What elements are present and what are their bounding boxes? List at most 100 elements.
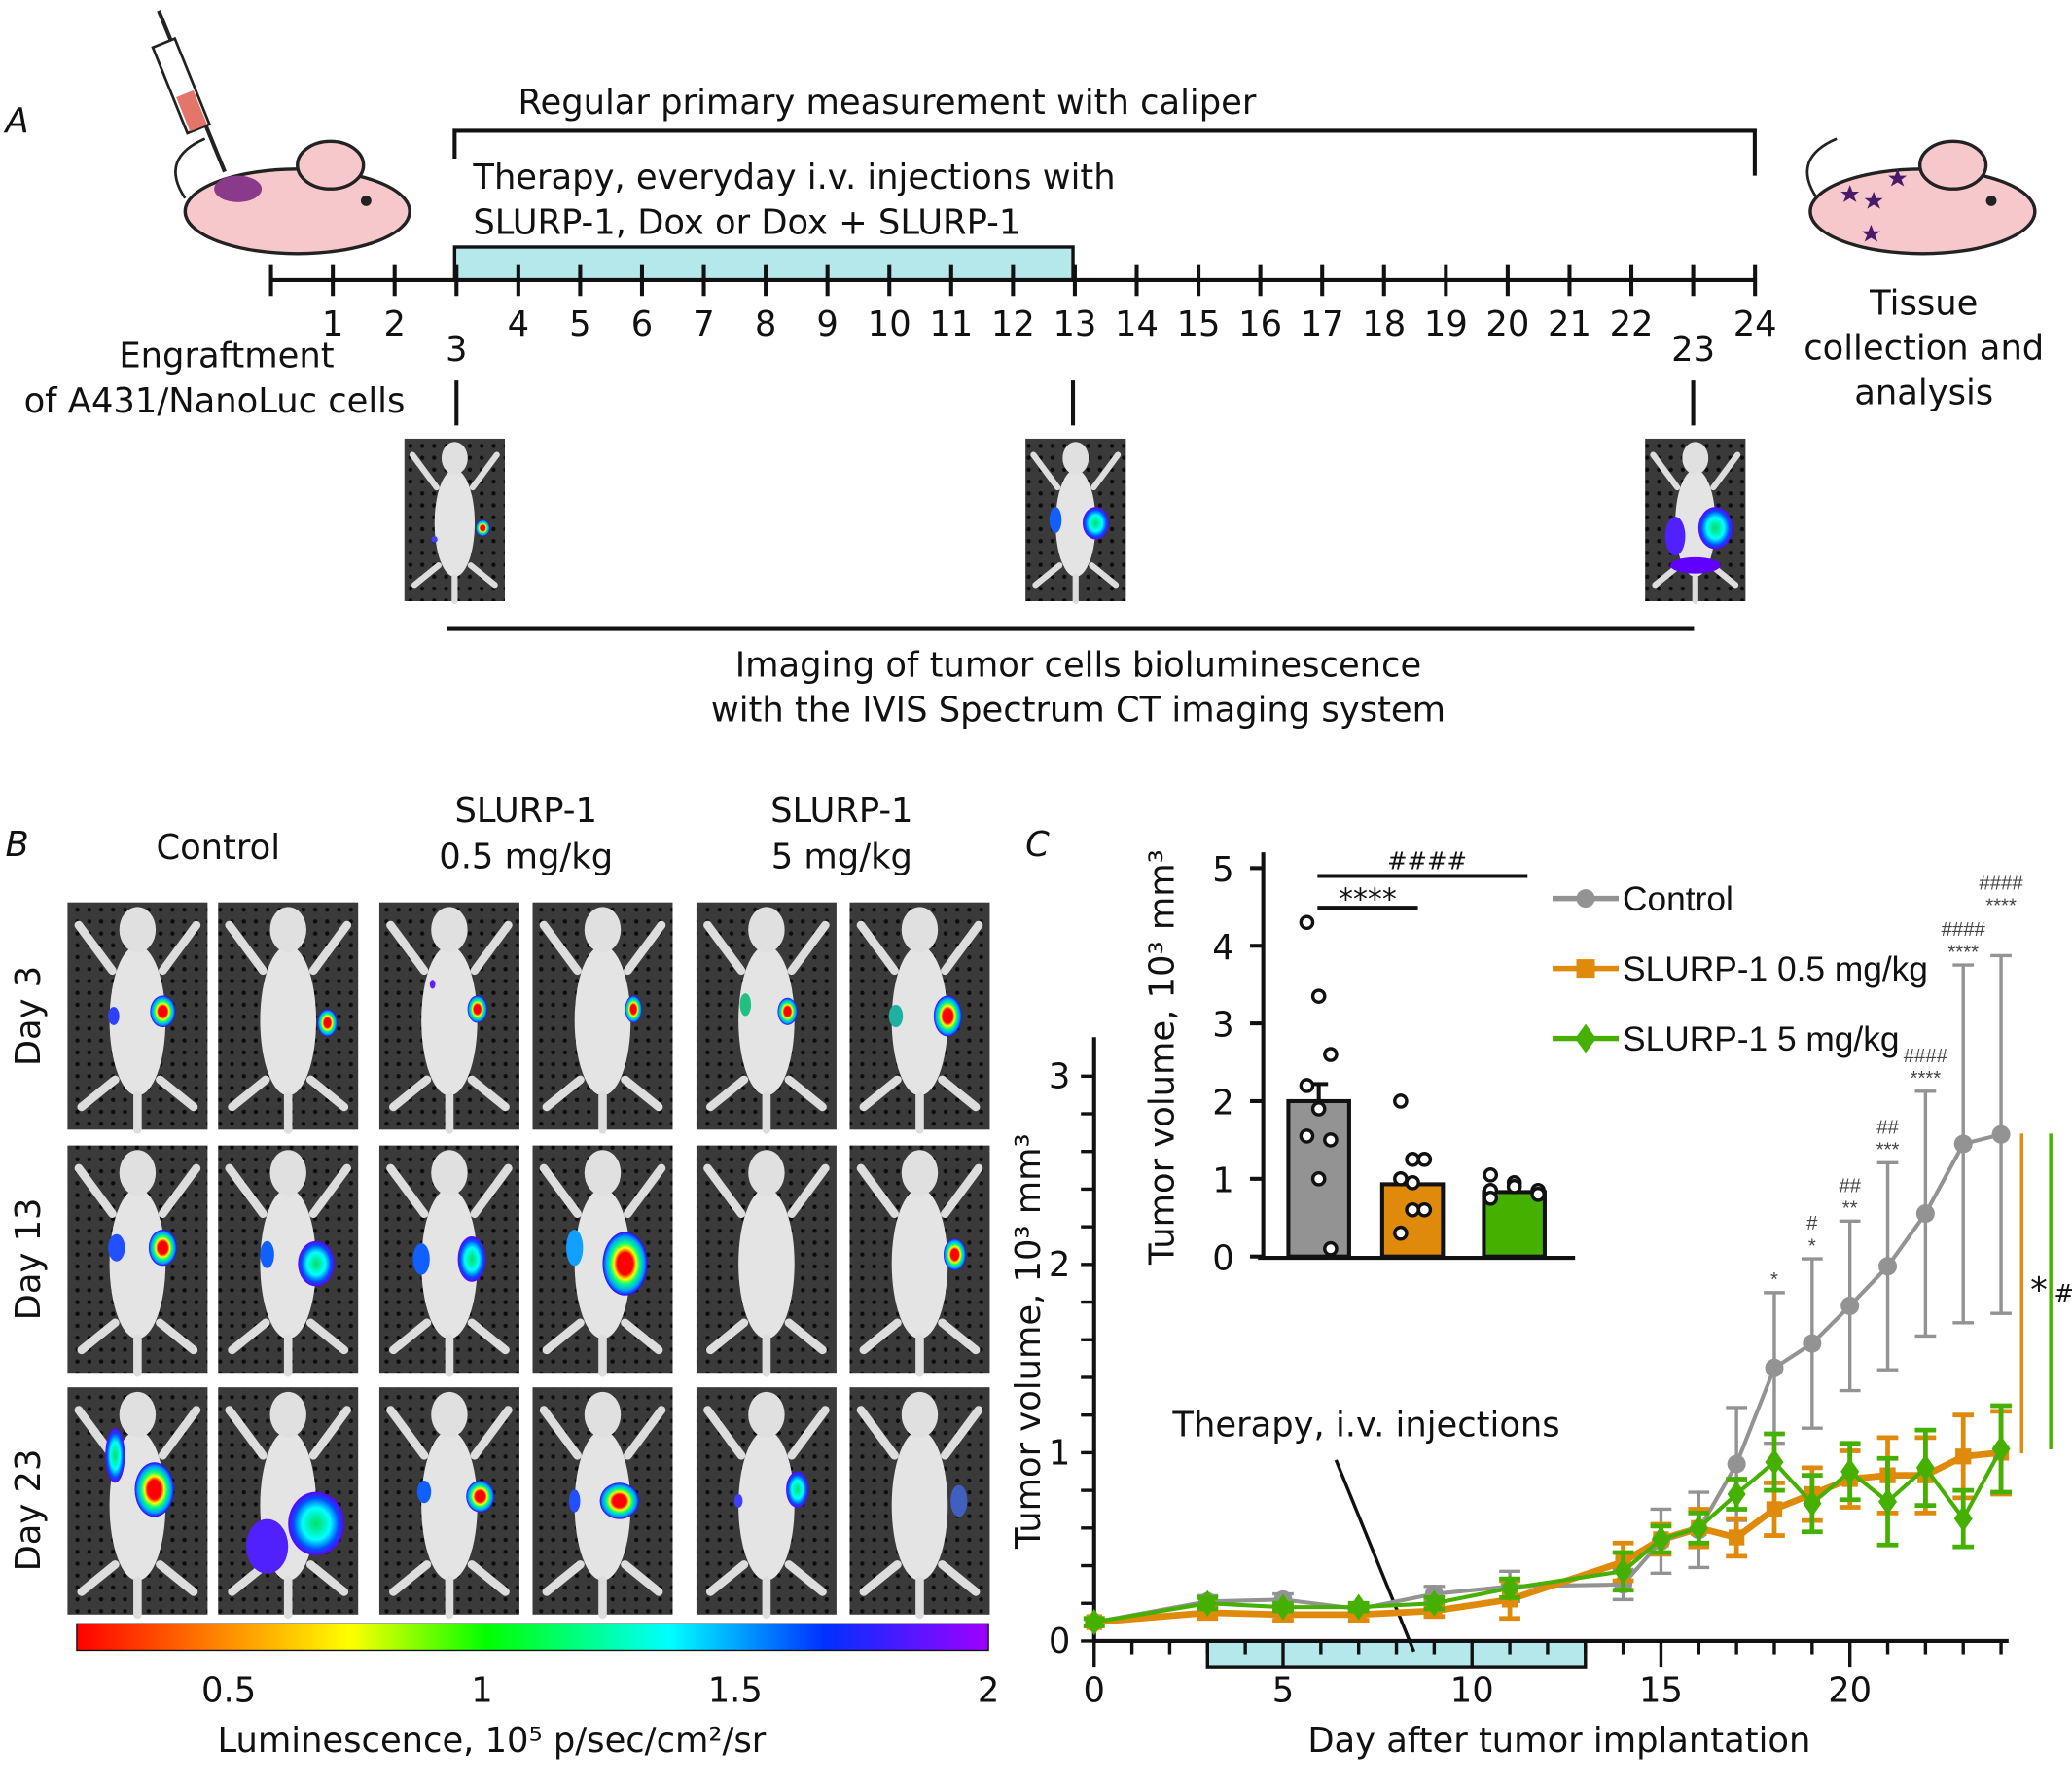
- luminescence-signal: [568, 1489, 581, 1513]
- luminescence-signal: [317, 1009, 338, 1037]
- luminescence-signal: [260, 1240, 274, 1268]
- panel-label-b: B: [6, 825, 29, 865]
- mouse-bioluminescence-image: [696, 1387, 837, 1620]
- mouse-limbs: [856, 1406, 983, 1620]
- engraftment-text-2: of A431/NanoLuc cells: [24, 381, 406, 421]
- timeline-day-label: 22: [1610, 304, 1654, 344]
- mouse-limbs: [703, 1163, 830, 1377]
- column-header-slurp05-1: SLURP-1: [455, 791, 597, 831]
- timeline-day-label: 11: [929, 304, 973, 344]
- orange-significance-mark: *: [2030, 1270, 2048, 1310]
- mouse-head: [119, 1391, 157, 1438]
- legend-label: SLURP-1 5 mg/kg: [1623, 1020, 1899, 1058]
- data-point: [1424, 1589, 1444, 1617]
- mouse-bioluminescence-image: [1645, 438, 1746, 605]
- luminescence-signal: [1669, 556, 1721, 574]
- mouse-head: [119, 907, 157, 953]
- individual-point: [1405, 1201, 1420, 1218]
- series-line: [1093, 1132, 2002, 1624]
- mouse-body: [1675, 469, 1716, 577]
- mouse-head: [901, 1150, 939, 1196]
- mouse-head: [269, 907, 306, 953]
- caliper-bracket: [452, 128, 1757, 176]
- luminescence-colorbar: [76, 1623, 989, 1652]
- mouse-bioluminescence-image: [1025, 438, 1126, 605]
- engraftment-text-1: Engraftment: [119, 337, 334, 376]
- significance-label-group: *: [1770, 1269, 1778, 1291]
- mouse-body: [109, 946, 166, 1096]
- timeline-day-label: 6: [631, 304, 653, 344]
- timeline-day-label: 3: [446, 330, 467, 370]
- mouse-limbs: [1030, 451, 1122, 605]
- inset-y-tick-label: 2: [1212, 1084, 1233, 1124]
- data-point: [1728, 1529, 1745, 1546]
- bracket-label: ####: [1387, 847, 1467, 875]
- therapy-text-1: Therapy, everyday i.v. injections with: [472, 158, 1115, 197]
- data-point: [1840, 1296, 1860, 1315]
- luminescence-signal: [431, 536, 438, 543]
- imaging-text-2: with the IVIS Spectrum CT imaging system: [711, 691, 1446, 731]
- luminescence-signal: [298, 1240, 335, 1287]
- individual-point: [1483, 1190, 1499, 1206]
- individual-point: [1299, 1128, 1315, 1144]
- x-tick-label: 20: [1828, 1670, 1872, 1710]
- individual-point: [1530, 1186, 1546, 1202]
- mouse-body: [891, 1188, 948, 1339]
- mouse-limbs: [539, 920, 666, 1134]
- legend-label: Control: [1623, 880, 1733, 918]
- mouse-limbs: [74, 1406, 201, 1620]
- data-point: [1085, 1609, 1104, 1636]
- individual-point: [1416, 1152, 1433, 1167]
- mouse-bioluminescence-image: [404, 438, 505, 605]
- data-point: [1803, 1490, 1822, 1517]
- mouse-head: [441, 442, 468, 475]
- therapy-annotation: Therapy, i.v. injections: [1171, 1405, 1559, 1445]
- mouse-body: [738, 1430, 795, 1581]
- inset-y-tick-label: 3: [1212, 1006, 1233, 1046]
- x-tick-label: 10: [1450, 1670, 1494, 1710]
- caliper-text: Regular primary measurement with caliper: [518, 83, 1257, 123]
- individual-point: [1393, 1093, 1409, 1109]
- series-diamond: [1083, 1403, 2012, 1636]
- data-point: [1689, 1515, 1708, 1542]
- individual-point: [1299, 914, 1315, 931]
- mouse-limbs: [386, 920, 513, 1134]
- significance-label-group: *#: [1806, 1213, 1818, 1257]
- mouse-bioluminescence-image: [218, 1387, 359, 1620]
- significance-label-group: ****####: [1979, 873, 2023, 916]
- timeline-day-label: 8: [755, 304, 776, 344]
- mouse-head: [901, 907, 939, 953]
- luminescence-signal: [148, 1230, 177, 1267]
- mouse-bioluminescence-image: [378, 1387, 519, 1620]
- mouse-head: [584, 1150, 622, 1196]
- legend-label: SLURP-1 0.5 mg/kg: [1623, 950, 1928, 988]
- luminescence-signal: [625, 995, 642, 1023]
- luminescence-signal: [246, 1518, 289, 1574]
- annotation-pointer: [1334, 1459, 1416, 1653]
- mouse-body: [434, 469, 476, 577]
- luminescence-signal: [602, 1232, 648, 1296]
- data-point: [1349, 1593, 1369, 1621]
- mouse-injection-icon: [174, 137, 411, 256]
- tissue-text-1: Tissue: [1869, 283, 1978, 323]
- timeline-day-label: 4: [508, 304, 529, 344]
- individual-point: [1416, 1201, 1433, 1218]
- y-tick-label: 3: [1049, 1057, 1070, 1097]
- mouse-bioluminescence-image: [696, 902, 837, 1134]
- luminescence-signal: [416, 1480, 432, 1504]
- mouse-body: [574, 946, 631, 1096]
- colorbar-tick-label: 1.5: [708, 1670, 763, 1710]
- data-point: [1766, 1501, 1783, 1517]
- data-point: [1500, 1575, 1519, 1602]
- mouse-limbs: [74, 920, 201, 1134]
- mouse-body: [738, 1188, 795, 1339]
- luminescence-signal: [733, 1493, 743, 1508]
- individual-point: [1299, 1078, 1315, 1093]
- mouse-limbs: [856, 920, 983, 1134]
- data-point: [1765, 1448, 1784, 1476]
- data-point: [1955, 1448, 1972, 1465]
- legend-marker: [1576, 959, 1595, 979]
- mouse-bioluminescence-image: [67, 902, 208, 1134]
- mouse-body: [891, 1430, 948, 1581]
